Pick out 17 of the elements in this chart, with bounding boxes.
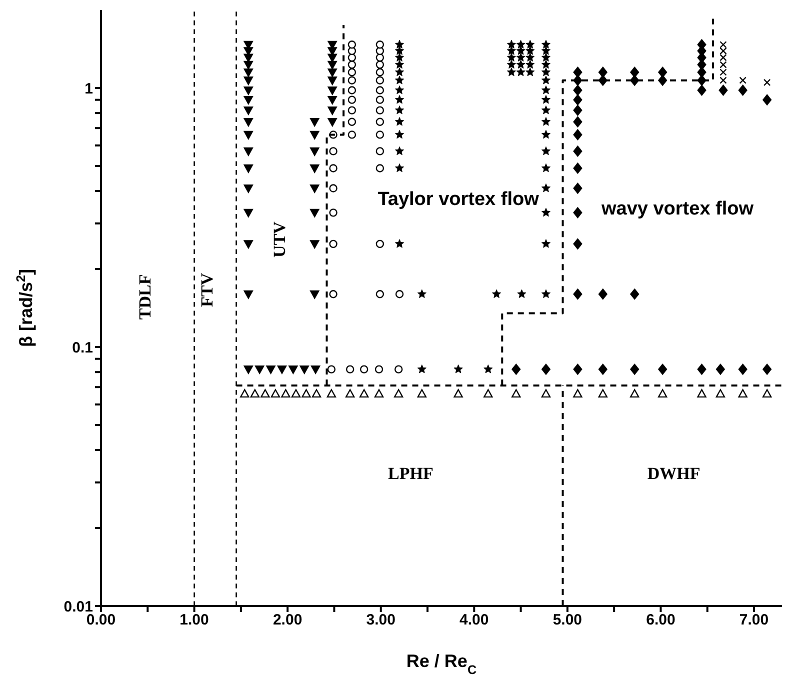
- annotation: DWHF: [647, 464, 700, 484]
- x-tick-label: 5.00: [552, 612, 582, 629]
- y-tick-label: 0.1: [72, 339, 93, 356]
- annotation: FTV: [197, 272, 216, 307]
- x-tick-label: 7.00: [739, 612, 769, 629]
- x-tick-label: 3.00: [366, 612, 396, 629]
- x-tick-label: 2.00: [272, 612, 302, 629]
- x-axis-title: Re / Re$_{C}$: [406, 651, 477, 677]
- annotation: wavy vortex flow: [600, 198, 754, 220]
- y-tick-label: 1: [84, 80, 93, 98]
- x-tick-label: 6.00: [646, 612, 676, 629]
- annotation: UTV: [270, 220, 289, 258]
- annotation: LPHF: [388, 464, 434, 484]
- x-tick-label: 4.00: [460, 612, 489, 629]
- x-tick-label: 1.00: [180, 612, 209, 629]
- annotation: Taylor vortex flow: [378, 188, 540, 210]
- annotation: TDLF: [136, 274, 155, 320]
